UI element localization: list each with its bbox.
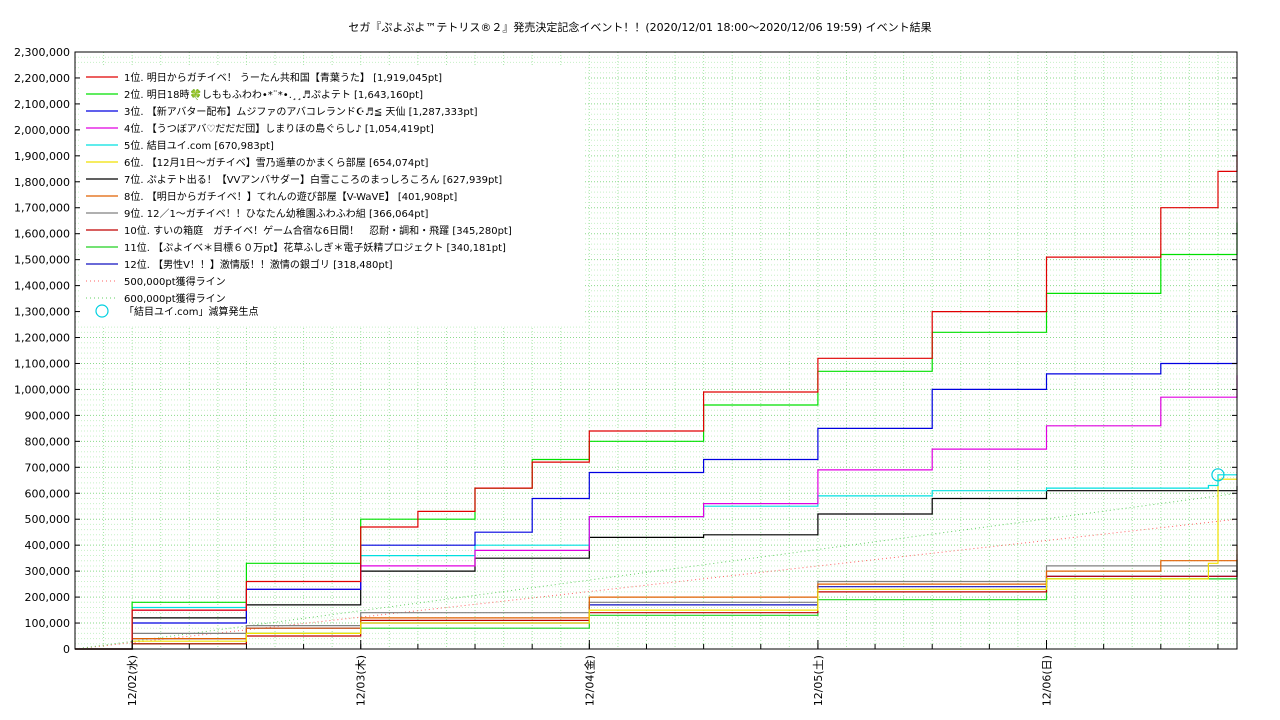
legend: 1位. 明日からガチイベ！ うーたん共和国【青葉うた】 [1,919,045pt… xyxy=(80,66,585,326)
series-line xyxy=(75,150,1238,650)
legend-label: 2位. 明日18時🍀しももふわわ•*¨*•.¸¸♬ぷよテト [1,643,160… xyxy=(124,88,423,101)
y-tick-label: 0 xyxy=(63,643,70,656)
legend-label: 3位. 【新アバター配布】ムジファのアバコレランド☪♬≦ 天仙 [1,287,3… xyxy=(124,105,478,118)
legend-label: 6位. 【12月1日～ガチイベ】雪乃遥華のかまくら部屋 [654,074pt] xyxy=(124,156,429,169)
y-tick-label: 900,000 xyxy=(25,409,71,422)
legend-label: 1位. 明日からガチイベ！ うーたん共和国【青葉うた】 [1,919,045pt… xyxy=(124,71,442,84)
x-tick-label: 12/06(日) xyxy=(1041,655,1054,706)
legend-label: 12位. 【男性V！！】激情版！！激情の銀ゴリ [318,480pt] xyxy=(124,258,393,271)
y-tick-label: 700,000 xyxy=(25,461,71,474)
y-tick-label: 1,700,000 xyxy=(14,202,70,215)
legend-marker-swatch xyxy=(95,304,109,318)
legend-label: 600,000pt獲得ライン xyxy=(124,292,226,305)
y-tick-label: 200,000 xyxy=(25,591,71,604)
legend-label: 5位. 結目ユイ.com [670,983pt] xyxy=(124,139,274,152)
legend-label: 500,000pt獲得ライン xyxy=(124,275,226,288)
y-tick-label: 600,000 xyxy=(25,487,71,500)
y-tick-label: 1,400,000 xyxy=(14,280,70,293)
reference-line xyxy=(74,492,1238,650)
y-tick-label: 2,300,000 xyxy=(14,46,70,59)
x-tick-label: 12/04(金) xyxy=(582,655,596,706)
y-tick-label: 2,200,000 xyxy=(14,72,70,85)
legend-label: 「結目ユイ.com」減算発生点 xyxy=(124,305,259,318)
y-tick-label: 1,200,000 xyxy=(14,332,70,345)
legend-box xyxy=(80,66,585,326)
y-tick-label: 1,800,000 xyxy=(14,176,70,189)
reduction-marker xyxy=(1211,468,1225,482)
x-tick-label: 12/03(木) xyxy=(355,655,368,706)
legend-label: 8位. 【明日からガチイベ！】てれんの遊び部屋【V-WaVE】 [401,908… xyxy=(124,190,457,203)
y-tick-label: 1,500,000 xyxy=(14,254,70,267)
legend-label: 4位. 【うつぼアバ♡だだだ団】しまりほの島ぐらし♪ [1,054,419pt] xyxy=(124,122,434,135)
y-tick-label: 1,300,000 xyxy=(14,306,70,319)
y-tick-label: 400,000 xyxy=(25,539,71,552)
y-tick-label: 100,000 xyxy=(25,617,71,630)
legend-label: 7位. ぷよテト出る！【VVアンバサダー】白雪こころのまっしろころん [627,… xyxy=(124,173,502,186)
reference-lines xyxy=(74,492,1238,650)
y-tick-label: 1,900,000 xyxy=(14,150,70,163)
chart-title: セガ『ぷよぷよ™テトリス®２』発売決定記念イベント！！(2020/12/01 1… xyxy=(348,20,931,34)
y-tick-label: 1,000,000 xyxy=(14,383,70,396)
x-tick-label: 12/02(水) xyxy=(126,655,139,706)
legend-label: 11位. 【ぷよイベ＊目標６０万pt】花草ふしぎ＊電子妖精プロジェクト [340… xyxy=(124,241,506,254)
series-line xyxy=(75,478,1237,650)
y-tick-label: 1,100,000 xyxy=(14,357,70,370)
y-tick-label: 500,000 xyxy=(25,513,71,526)
axis-ticks: 0 100,000 200,000 300,000 400,000 500,000 600,… xyxy=(14,46,1237,706)
y-tick-label: 1,600,000 xyxy=(14,228,70,241)
y-tick-label: 2,100,000 xyxy=(14,98,70,111)
reference-line xyxy=(74,518,1238,650)
plot-frame xyxy=(74,51,1238,650)
series-line xyxy=(75,544,1238,650)
series-lines xyxy=(75,150,1238,650)
legend-label: 9位. 12／1～ガチイベ！！ひなたん幼稚園ふわふわ組 [366,064pt] xyxy=(124,207,429,220)
legend-label: 10位. すいの箱庭 ガチイベ！ゲーム合宿な6日間！ 忍耐・調和・飛躍 [345… xyxy=(124,224,512,237)
y-tick-label: 300,000 xyxy=(25,565,71,578)
y-tick-label: 2,000,000 xyxy=(14,124,70,137)
marker-layer xyxy=(1211,468,1225,482)
x-tick-label: 12/05(土) xyxy=(812,655,825,706)
y-tick-label: 800,000 xyxy=(25,435,71,448)
